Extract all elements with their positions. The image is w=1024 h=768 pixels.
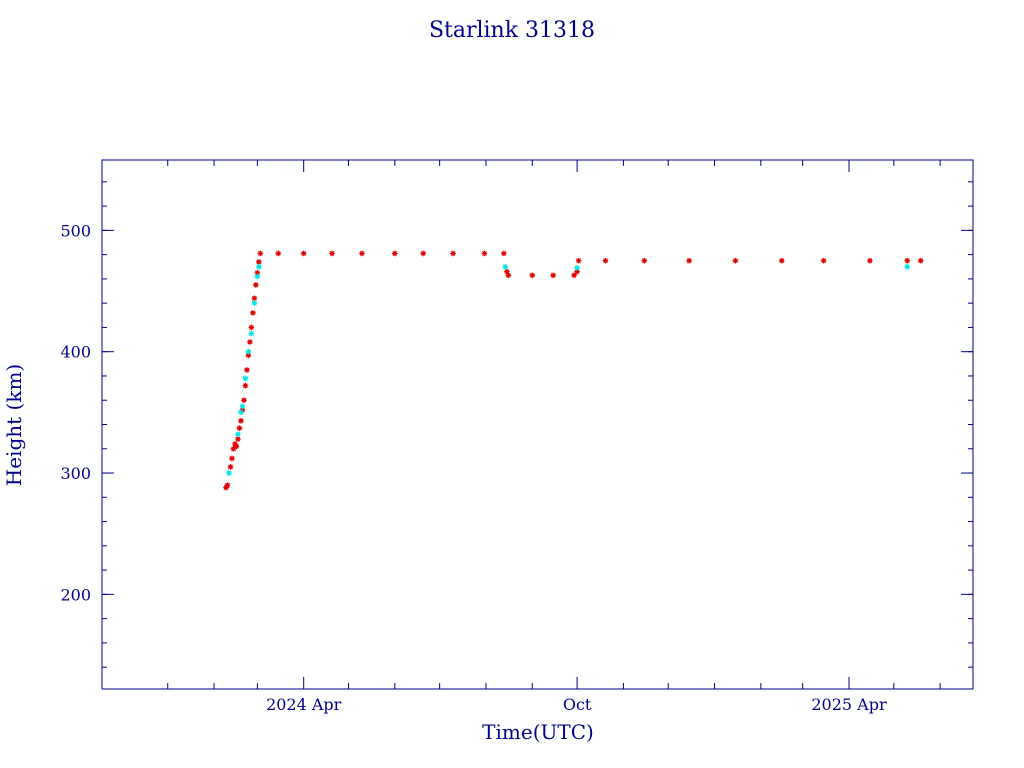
x-axis-label: Time(UTC) xyxy=(482,720,594,744)
data-point-series-1 xyxy=(232,441,238,447)
data-point-series-1 xyxy=(254,270,261,276)
tick-labels: 200 300 400 500 2024 Apr Oct 2025 Apr xyxy=(60,221,887,714)
data-point-series-1 xyxy=(501,250,507,257)
data-point-series-1 xyxy=(450,250,456,257)
y-tick-label: 300 xyxy=(60,464,91,483)
y-axis-label: Height (km) xyxy=(2,364,26,486)
data-point-series-2 xyxy=(245,348,252,355)
data-point-series-1 xyxy=(229,455,235,462)
data-point-series-2 xyxy=(256,263,262,270)
y-tick-label: 500 xyxy=(60,221,91,240)
plot-frame xyxy=(101,159,974,690)
data-point-series-2 xyxy=(248,330,255,337)
y-tick-label: 400 xyxy=(60,343,91,362)
data-point-series-2 xyxy=(235,431,241,438)
data-point-series-1 xyxy=(230,445,237,452)
data-points xyxy=(223,250,924,491)
data-point-series-1 xyxy=(300,250,307,257)
data-point-series-1 xyxy=(227,464,234,470)
data-point-series-1 xyxy=(257,250,264,257)
data-point-series-1 xyxy=(250,310,256,316)
data-point-series-1 xyxy=(256,259,262,265)
data-point-series-1 xyxy=(241,397,247,404)
tick-marks xyxy=(102,160,973,689)
data-point-series-1 xyxy=(505,272,512,279)
x-tick-label: 2025 Apr xyxy=(811,695,887,714)
data-point-series-1 xyxy=(904,257,911,264)
data-point-series-1 xyxy=(550,272,556,279)
data-point-series-1 xyxy=(529,272,536,279)
data-point-series-1 xyxy=(481,250,488,257)
data-point-series-1 xyxy=(236,425,243,431)
data-point-series-1 xyxy=(392,250,398,257)
data-point-series-1 xyxy=(253,282,259,288)
data-point-series-1 xyxy=(867,257,873,264)
data-point-series-1 xyxy=(574,268,580,275)
data-point-series-1 xyxy=(238,418,244,424)
data-point-series-1 xyxy=(239,407,246,413)
data-point-series-1 xyxy=(820,257,827,264)
data-point-series-1 xyxy=(778,257,785,264)
data-point-series-1 xyxy=(329,250,335,257)
data-point-series-2 xyxy=(904,263,911,270)
data-point-series-2 xyxy=(254,273,261,280)
data-point-series-1 xyxy=(224,482,231,488)
x-tick-label: Oct xyxy=(563,695,592,714)
chart-title: Starlink 31318 xyxy=(429,18,595,43)
x-tick-label: 2024 Apr xyxy=(266,695,342,714)
data-point-series-1 xyxy=(242,382,249,389)
data-point-series-2 xyxy=(574,265,580,271)
data-point-series-1 xyxy=(235,436,241,442)
data-point-series-2 xyxy=(242,375,249,382)
data-point-series-2 xyxy=(238,409,244,416)
data-point-series-1 xyxy=(248,324,255,331)
data-point-series-1 xyxy=(571,272,577,279)
data-point-series-2 xyxy=(502,263,509,270)
data-point-series-1 xyxy=(275,250,282,257)
data-point-series-1 xyxy=(575,257,582,264)
y-tick-label: 200 xyxy=(60,585,91,604)
data-point-series-1 xyxy=(602,257,609,264)
data-point-series-1 xyxy=(233,443,240,450)
data-point-series-1 xyxy=(686,257,692,264)
data-point-series-1 xyxy=(504,268,510,275)
data-point-series-2 xyxy=(239,403,246,410)
data-point-series-1 xyxy=(420,250,427,257)
data-point-series-1 xyxy=(251,295,258,302)
data-point-series-1 xyxy=(245,352,252,359)
data-point-series-1 xyxy=(359,250,365,257)
data-point-series-1 xyxy=(732,257,739,264)
data-point-series-1 xyxy=(917,257,924,264)
data-point-series-1 xyxy=(247,339,253,345)
data-point-series-1 xyxy=(641,257,648,264)
data-point-series-1 xyxy=(223,484,229,491)
data-point-series-2 xyxy=(226,470,232,476)
data-point-series-1 xyxy=(244,367,250,373)
data-point-series-2 xyxy=(251,300,258,306)
